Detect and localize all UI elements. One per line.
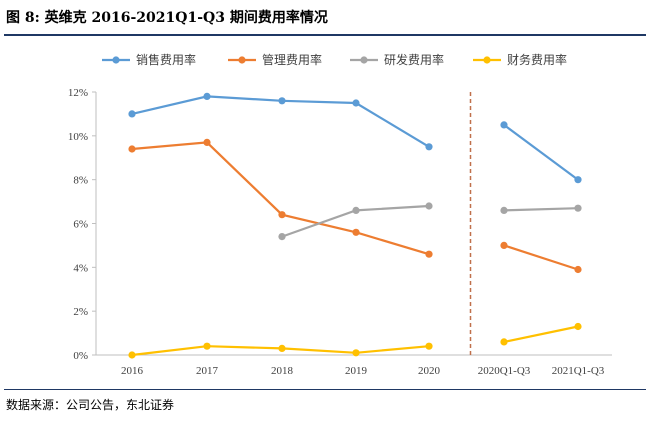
data-point	[574, 322, 582, 331]
series-line	[503, 325, 579, 343]
legend-marker	[360, 56, 368, 64]
data-point	[500, 206, 508, 214]
y-tick-label: 12%	[68, 87, 88, 99]
data-point	[352, 228, 360, 236]
x-tick-label: 2021Q1-Q3	[552, 365, 605, 377]
legend-label: 销售费用率	[136, 52, 196, 67]
y-tick-label: 10%	[68, 131, 88, 143]
y-tick-label: 2%	[73, 306, 88, 318]
legend-item-3: 研发费用率	[350, 52, 444, 67]
series-3	[278, 202, 582, 241]
legend-item-1: 销售费用率	[102, 52, 196, 67]
series-line	[503, 244, 579, 271]
legend-label: 管理费用率	[262, 52, 322, 67]
data-point	[352, 349, 360, 357]
data-point	[278, 344, 286, 352]
legend-label: 财务费用率	[507, 52, 567, 67]
chart-axes: 0% 2% 4% 6% 8% 10% 12% 2016 2017 2018 2019 2020 2020…	[68, 87, 612, 377]
chart-title: 图 8: 英维克 2016-2021Q1-Q3 期间费用率情况	[6, 10, 328, 26]
x-tick-label: 2017	[196, 365, 219, 377]
data-point	[278, 233, 286, 241]
x-tick-label: 2020	[418, 365, 441, 377]
data-point	[128, 110, 136, 118]
data-point	[500, 338, 508, 346]
series-line	[503, 124, 579, 181]
y-tick-label: 0%	[73, 350, 88, 362]
legend-marker	[483, 56, 491, 64]
x-tick-label: 2019	[345, 365, 368, 377]
data-point	[352, 99, 360, 107]
legend-item-2: 管理费用率	[228, 52, 322, 67]
legend-item-4: 财务费用率	[473, 52, 567, 67]
y-tick-label: 4%	[73, 262, 88, 274]
legend-marker	[112, 56, 120, 64]
data-point	[278, 97, 286, 105]
chart-series	[128, 92, 582, 359]
series-1	[128, 92, 582, 184]
x-tick-label: 2018	[271, 365, 294, 377]
data-point	[574, 265, 582, 274]
data-point	[128, 145, 136, 153]
data-point	[128, 351, 136, 359]
data-point	[425, 143, 433, 151]
data-point	[352, 206, 360, 214]
x-tick-label: 2016	[121, 365, 144, 377]
y-tick-label: 8%	[73, 175, 88, 187]
data-point	[203, 92, 211, 100]
legend-label: 研发费用率	[384, 52, 444, 67]
data-point	[500, 121, 508, 129]
source-divider	[4, 389, 646, 390]
series-line	[503, 207, 579, 212]
data-point	[203, 138, 211, 146]
data-point	[574, 204, 582, 212]
legend-marker	[238, 56, 246, 64]
series-4	[128, 322, 582, 359]
data-point	[425, 202, 433, 210]
series-2	[128, 138, 582, 274]
title-divider	[4, 34, 646, 36]
x-tick-label: 2020Q1-Q3	[478, 365, 531, 377]
data-point	[574, 176, 582, 184]
chart-legend: 销售费用率 管理费用率 研发费用率 财务费用率	[102, 52, 567, 67]
data-point	[278, 211, 286, 219]
data-point	[425, 250, 433, 258]
y-tick-label: 6%	[73, 219, 88, 231]
data-point	[500, 241, 508, 249]
data-point	[425, 342, 433, 350]
source-note: 数据来源：公司公告，东北证券	[6, 398, 175, 412]
data-point	[203, 342, 211, 350]
